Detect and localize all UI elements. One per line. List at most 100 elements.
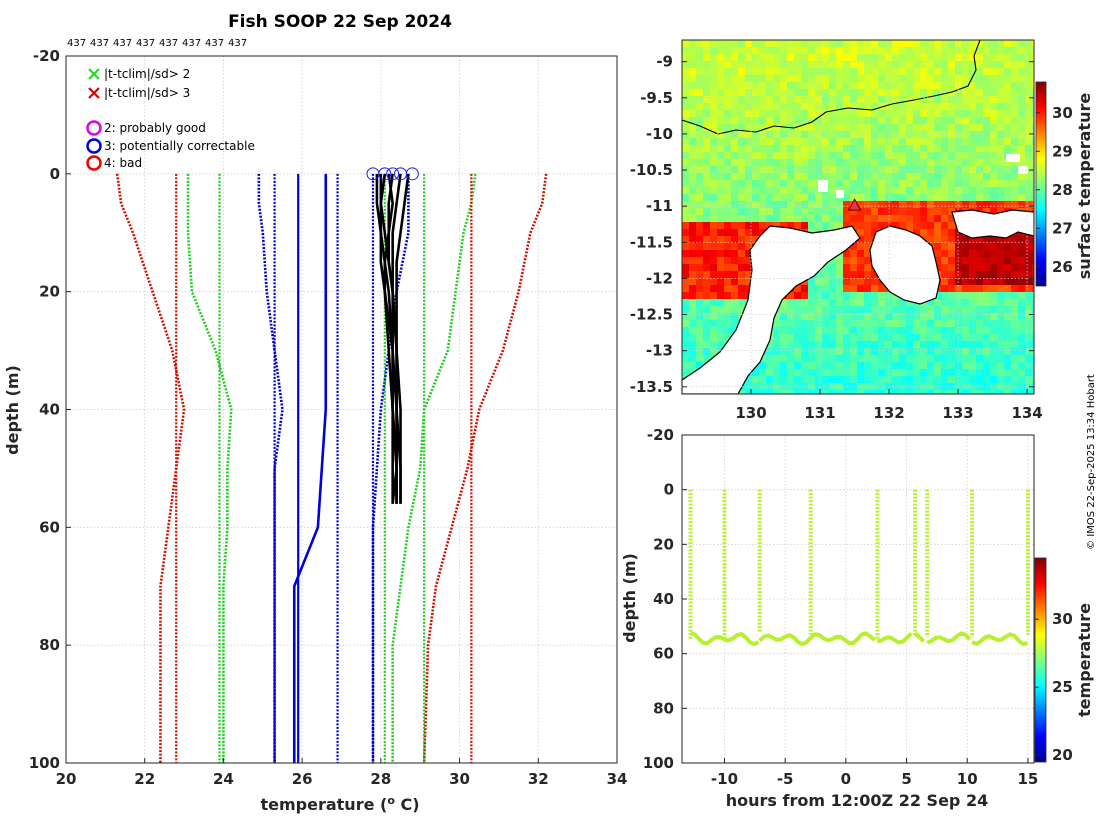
sst-cell: [885, 166, 892, 173]
sst-cell: [850, 334, 857, 341]
sst-cell: [976, 68, 983, 75]
sst-cell: [913, 131, 920, 138]
sst-cell: [1004, 369, 1011, 376]
sst-cell: [1018, 341, 1025, 348]
sst-cell: [738, 292, 745, 299]
sst-cell: [976, 341, 983, 348]
sst-cell: [892, 68, 899, 75]
sst-cell: [857, 229, 864, 236]
sst-cell: [906, 390, 913, 394]
sst-cell: [955, 285, 962, 292]
sst-cell: [920, 320, 927, 327]
x-tick-label: 30: [449, 770, 470, 788]
sst-cell: [1018, 355, 1025, 362]
sst-cell: [1011, 369, 1018, 376]
sst-cell: [850, 341, 857, 348]
ts-colorbar-tick-label: 30: [1052, 610, 1073, 628]
sst-cell: [836, 341, 843, 348]
sst-cell: [710, 152, 717, 159]
sst-cell: [962, 236, 969, 243]
sst-cell: [689, 61, 696, 68]
sst-cell: [815, 208, 822, 215]
sst-cell: [1018, 194, 1025, 201]
sst-cell: [787, 159, 794, 166]
sst-cell: [689, 334, 696, 341]
sst-cell: [892, 96, 899, 103]
sst-cell: [976, 96, 983, 103]
sst-cell: [850, 131, 857, 138]
sst-cell: [913, 47, 920, 54]
sst-cell: [829, 306, 836, 313]
sst-cell: [857, 313, 864, 320]
land-area: [682, 226, 860, 394]
sst-cell: [766, 215, 773, 222]
sst-cell: [752, 222, 759, 229]
sst-cell: [829, 194, 836, 201]
sst-cell: [997, 180, 1004, 187]
sst-cell: [941, 390, 948, 394]
sst-cell: [759, 124, 766, 131]
surface-marker: [386, 167, 400, 181]
sst-cell: [703, 152, 710, 159]
sst-cell: [1011, 117, 1018, 124]
sst-cell: [773, 355, 780, 362]
sst-cell: [801, 355, 808, 362]
sst-cell: [976, 117, 983, 124]
sst-cell: [766, 96, 773, 103]
sst-cell: [969, 180, 976, 187]
sst-cell: [794, 68, 801, 75]
sst-cell: [808, 54, 815, 61]
sst-cell: [808, 362, 815, 369]
sst-cell: [717, 166, 724, 173]
sst-cell: [766, 40, 773, 47]
sst-cell: [1025, 166, 1032, 173]
sst-cell: [871, 327, 878, 334]
sst-cell: [955, 173, 962, 180]
coastline: [682, 40, 1034, 394]
sst-cell: [710, 103, 717, 110]
sst-cell: [801, 299, 808, 306]
sst-cell: [766, 152, 773, 159]
sst-cell: [794, 61, 801, 68]
sst-cell: [801, 131, 808, 138]
sst-cell: [850, 103, 857, 110]
sst-cell: [997, 327, 1004, 334]
sst-cell: [927, 236, 934, 243]
sst-cell: [1004, 131, 1011, 138]
sst-cell: [976, 250, 983, 257]
sst-cell: [969, 89, 976, 96]
sst-cell: [871, 75, 878, 82]
legend-label: 3: potentially correctable: [104, 139, 255, 153]
sst-cell: [1004, 341, 1011, 348]
sst-cell: [773, 341, 780, 348]
sst-cell: [899, 110, 906, 117]
sst-cell: [689, 75, 696, 82]
sst-cell: [766, 54, 773, 61]
sst-cell: [1032, 341, 1034, 348]
map-y-tick-label: -10: [646, 125, 673, 143]
sst-cell: [983, 96, 990, 103]
sst-cell: [885, 173, 892, 180]
sst-cell: [850, 376, 857, 383]
sst-cell: [822, 145, 829, 152]
sst-cell: [815, 369, 822, 376]
map-y-tick-label: -9.5: [640, 89, 673, 107]
sst-cell: [1025, 285, 1032, 292]
sst-cell: [850, 369, 857, 376]
sst-cell: [703, 96, 710, 103]
sst-cell: [920, 306, 927, 313]
sst-cell: [899, 355, 906, 362]
sst-cell: [955, 40, 962, 47]
sst-cell: [731, 180, 738, 187]
sst-cell: [948, 166, 955, 173]
sst-cell: [969, 243, 976, 250]
x-tick-label: 22: [134, 770, 155, 788]
sst-cell: [1018, 201, 1025, 208]
sst-cell: [920, 152, 927, 159]
sst-cell: [773, 222, 780, 229]
sst-cell: [787, 145, 794, 152]
sst-cell: [710, 208, 717, 215]
sst-cell: [682, 103, 689, 110]
sst-cell: [885, 348, 892, 355]
sst-cell: [738, 75, 745, 82]
